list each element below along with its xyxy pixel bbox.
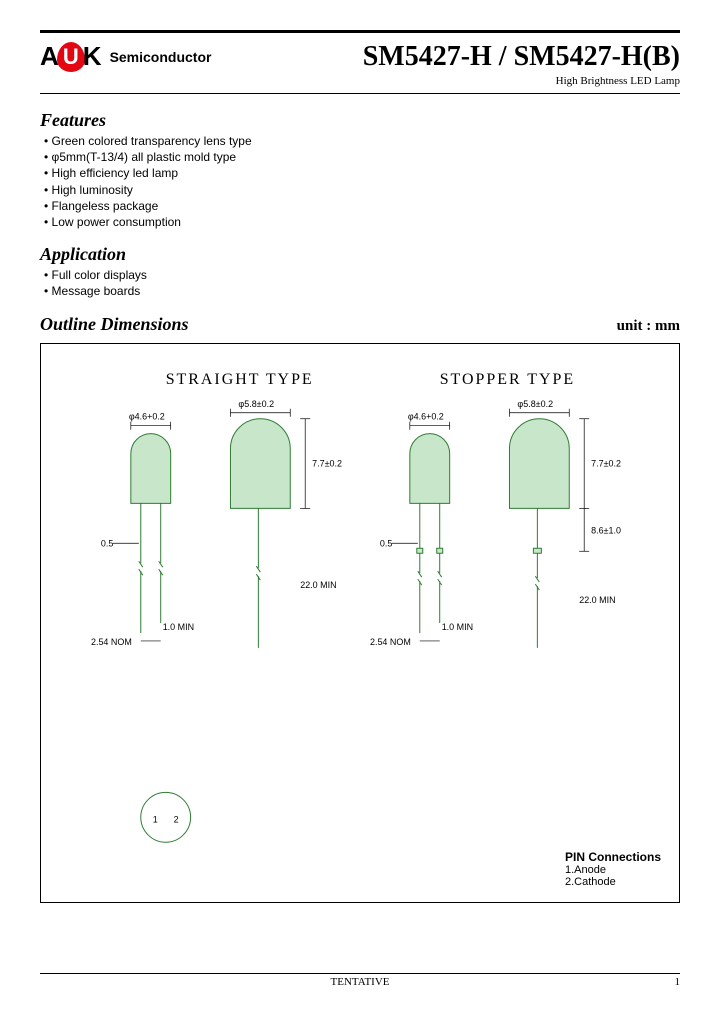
footer-status: TENTATIVE xyxy=(40,976,680,988)
pin-title: PIN Connections xyxy=(565,850,661,864)
svg-text:φ4.6+0.2: φ4.6+0.2 xyxy=(129,411,165,421)
svg-text:22.0 MIN: 22.0 MIN xyxy=(579,595,615,605)
outline-diagram: STRAIGHT TYPE STOPPER TYPE φ4.6+0.2 0.5 xyxy=(40,343,680,903)
svg-text:7.7±0.2: 7.7±0.2 xyxy=(312,458,342,468)
features-list: Green colored transparency lens type φ5m… xyxy=(40,133,680,230)
stopper-side: φ5.8±0.2 7.7±0.2 8.6±1.0 22.0 MIN xyxy=(509,398,621,647)
svg-text:2: 2 xyxy=(174,814,179,824)
dimensions-heading: Outline Dimensions xyxy=(40,314,189,335)
pin-connections: PIN Connections 1.Anode 2.Cathode xyxy=(565,850,661,888)
list-item: φ5mm(T-13/4) all plastic mold type xyxy=(44,149,680,165)
svg-text:2.54 NOM: 2.54 NOM xyxy=(91,636,132,646)
subtitle: High Brightness LED Lamp xyxy=(363,75,680,87)
mid-rule xyxy=(40,93,680,94)
application-list: Full color displays Message boards xyxy=(40,267,680,299)
application-heading: Application xyxy=(40,244,680,265)
svg-text:1.0 MIN: 1.0 MIN xyxy=(163,621,194,631)
stopper-front: φ4.6+0.2 0.5 2.54 NOM 1.0 MIN xyxy=(370,411,473,646)
svg-text:1.0 MIN: 1.0 MIN xyxy=(442,621,473,631)
svg-text:φ5.8±0.2: φ5.8±0.2 xyxy=(238,398,274,408)
unit-label: unit : mm xyxy=(617,318,680,335)
list-item: High efficiency led lamp xyxy=(44,165,680,181)
straight-front: φ4.6+0.2 0.5 2.54 NOM 1.0 MIN xyxy=(91,411,194,646)
top-rule xyxy=(40,30,680,33)
pin-1: 1.Anode xyxy=(565,864,661,876)
logo-letters: A U K xyxy=(40,41,102,72)
header: A U K Semiconductor SM5427-H / SM5427-H(… xyxy=(40,41,680,87)
svg-text:2.54 NOM: 2.54 NOM xyxy=(370,636,411,646)
part-number: SM5427-H / SM5427-H(B) xyxy=(363,41,680,73)
logo: A U K Semiconductor xyxy=(40,41,211,72)
straight-type-label: STRAIGHT TYPE xyxy=(166,370,314,387)
svg-text:0.5: 0.5 xyxy=(101,538,113,548)
list-item: Full color displays xyxy=(44,267,680,283)
logo-k: K xyxy=(83,41,102,72)
list-item: Message boards xyxy=(44,283,680,299)
list-item: Green colored transparency lens type xyxy=(44,133,680,149)
svg-text:8.6±1.0: 8.6±1.0 xyxy=(591,525,621,535)
stopper-type-label: STOPPER TYPE xyxy=(440,370,575,387)
list-item: Flangeless package xyxy=(44,198,680,214)
list-item: High luminosity xyxy=(44,182,680,198)
pin-2: 2.Cathode xyxy=(565,876,661,888)
footer: TENTATIVE 1 xyxy=(40,973,680,988)
dimensions-row: Outline Dimensions unit : mm xyxy=(40,314,680,337)
title-block: SM5427-H / SM5427-H(B) High Brightness L… xyxy=(363,41,680,87)
svg-text:22.0 MIN: 22.0 MIN xyxy=(300,580,336,590)
logo-u: U xyxy=(57,42,85,72)
svg-text:φ5.8±0.2: φ5.8±0.2 xyxy=(517,398,553,408)
logo-brand: Semiconductor xyxy=(110,49,212,65)
svg-text:1: 1 xyxy=(153,814,158,824)
svg-text:φ4.6+0.2: φ4.6+0.2 xyxy=(408,411,444,421)
list-item: Low power consumption xyxy=(44,214,680,230)
svg-text:0.5: 0.5 xyxy=(380,538,392,548)
straight-side: φ5.8±0.2 7.7±0.2 22.0 MIN xyxy=(230,398,342,647)
logo-a: A xyxy=(40,41,59,72)
features-heading: Features xyxy=(40,110,680,131)
bottom-view: 1 2 xyxy=(141,792,191,842)
svg-text:7.7±0.2: 7.7±0.2 xyxy=(591,458,621,468)
diagram-svg: STRAIGHT TYPE STOPPER TYPE φ4.6+0.2 0.5 xyxy=(41,344,679,902)
